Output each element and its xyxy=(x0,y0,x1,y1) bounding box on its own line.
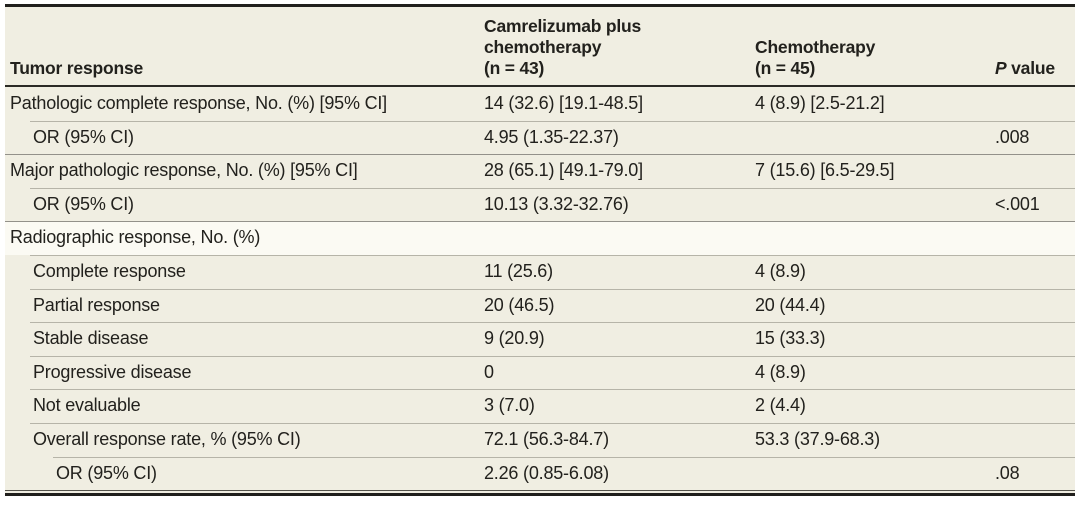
cell-chemotherapy-group: 2 (4.4) xyxy=(755,395,806,416)
cell-camrelizumab-group: 0 xyxy=(484,361,494,382)
cell-camrelizumab-group: 11 (25.6) xyxy=(484,260,553,281)
cell-camrelizumab-group: 2.26 (0.85-6.08) xyxy=(484,462,609,483)
table-row: Stable disease 9 (20.9) 15 (33.3) xyxy=(5,322,1075,356)
cell-p-value xyxy=(990,221,1075,255)
cell-camrelizumab-group xyxy=(479,221,750,255)
cell-chemotherapy-group: 7 (15.6) [6.5-29.5] xyxy=(755,160,895,181)
row-separator xyxy=(53,456,1075,458)
table-bottom-thin-rule xyxy=(5,490,1075,492)
header-label: Tumor response xyxy=(10,58,144,78)
cell-chemotherapy-group: 4 (8.9) xyxy=(755,260,806,281)
table-bottom-rule-gap xyxy=(5,491,1075,494)
cell-camrelizumab-group: 14 (32.6) [19.1-48.5] xyxy=(484,93,643,113)
cell-chemotherapy-group: 4 (8.9) [2.5-21.2] xyxy=(755,93,885,113)
table-row: Not evaluable 3 (7.0) 2 (4.4) xyxy=(5,389,1075,423)
cell-camrelizumab-group: 3 (7.0) xyxy=(484,395,535,416)
table-row: OR (95% CI) 10.13 (3.32-32.76) <.001 xyxy=(5,187,1075,222)
cell-camrelizumab-group: 72.1 (56.3-84.7) xyxy=(484,428,609,449)
cell-chemotherapy-group: 15 (33.3) xyxy=(755,328,826,349)
row-label: Not evaluable xyxy=(33,395,141,416)
row-label: Partial response xyxy=(33,294,160,315)
header-n-count: (n = 45) xyxy=(755,58,816,78)
cell-chemotherapy-group xyxy=(750,457,990,491)
row-label: Progressive disease xyxy=(33,361,192,382)
row-label: Major pathologic response, No. (%) [95% … xyxy=(10,160,358,181)
table-header-rule xyxy=(5,85,1075,87)
table-row: Overall response rate, % (95% CI) 72.1 (5… xyxy=(5,422,1075,457)
cell-camrelizumab-group: 20 (46.5) xyxy=(484,294,555,315)
column-header-camrelizumab-plus-chemotherapy: Camrelizumab plus chemotherapy (n = 43) xyxy=(479,16,750,79)
column-header-tumor-response: Tumor response xyxy=(5,58,479,79)
cell-chemotherapy-group: 4 (8.9) xyxy=(755,361,806,382)
cell-p-value xyxy=(990,87,1075,121)
column-header-chemotherapy: Chemotherapy (n = 45) xyxy=(750,37,990,79)
column-header-p-value: P value xyxy=(990,58,1075,79)
table-row: OR (95% CI) 4.95 (1.35-22.37) .008 xyxy=(5,120,1075,155)
table-row: Pathologic complete response, No. (%) [9… xyxy=(5,87,1075,121)
row-separator xyxy=(30,120,1075,122)
cell-chemotherapy-group xyxy=(750,221,990,255)
row-separator xyxy=(30,187,1075,189)
cell-p-value xyxy=(990,154,1075,188)
table-top-rule xyxy=(5,4,1075,7)
cell-p-value xyxy=(990,289,1075,323)
table-body: Pathologic complete response, No. (%) [9… xyxy=(5,87,1075,491)
row-separator xyxy=(30,322,1075,324)
cell-camrelizumab-group: 10.13 (3.32-32.76) xyxy=(484,193,629,214)
cell-p-value xyxy=(990,322,1075,356)
table-row: Progressive disease 0 4 (8.9) xyxy=(5,355,1075,390)
row-label: Complete response xyxy=(33,260,186,281)
row-label: OR (95% CI) xyxy=(33,126,134,147)
table-bottom-thick-rule xyxy=(5,493,1075,497)
cell-chemotherapy-group xyxy=(750,188,990,222)
row-separator xyxy=(5,154,1075,156)
row-separator xyxy=(30,355,1075,357)
table-row: Partial response 20 (46.5) 20 (44.4) xyxy=(5,288,1075,323)
row-label: Pathologic complete response, No. (%) [9… xyxy=(10,93,387,113)
header-label: Chemotherapy xyxy=(755,37,876,57)
table-row: OR (95% CI) 2.26 (0.85-6.08) .08 xyxy=(5,456,1075,491)
p-italic: P xyxy=(995,58,1007,78)
table-header-row: Tumor response Camrelizumab plus chemoth… xyxy=(5,7,1075,85)
cell-chemotherapy-group: 53.3 (37.9-68.3) xyxy=(755,428,880,449)
cell-p-value xyxy=(990,255,1075,289)
row-label: OR (95% CI) xyxy=(33,193,134,214)
row-separator xyxy=(30,389,1075,391)
cell-camrelizumab-group: 4.95 (1.35-22.37) xyxy=(484,126,619,147)
cell-chemotherapy-group xyxy=(750,121,990,155)
cell-p-value: <.001 xyxy=(995,193,1040,214)
row-label: Overall response rate, % (95% CI) xyxy=(33,428,301,449)
cell-p-value xyxy=(990,423,1075,457)
tumor-response-table: Tumor response Camrelizumab plus chemoth… xyxy=(5,4,1075,497)
row-label: OR (95% CI) xyxy=(56,462,157,483)
cell-p-value xyxy=(990,389,1075,423)
table-row: Complete response 11 (25.6) 4 (8.9) xyxy=(5,254,1075,289)
cell-p-value xyxy=(990,356,1075,390)
row-separator xyxy=(30,254,1075,256)
cell-camrelizumab-group: 28 (65.1) [49.1-79.0] xyxy=(484,160,643,181)
row-separator xyxy=(30,422,1075,424)
header-label: value xyxy=(1006,58,1055,78)
table-row: Radiographic response, No. (%) xyxy=(5,221,1075,255)
row-separator xyxy=(5,221,1075,223)
cell-p-value: .08 xyxy=(995,462,1020,483)
cell-chemotherapy-group: 20 (44.4) xyxy=(755,294,826,315)
table-row: Major pathologic response, No. (%) [95% … xyxy=(5,154,1075,188)
header-n-count: (n = 43) xyxy=(484,58,545,78)
header-label: Camrelizumab plus chemotherapy xyxy=(484,16,642,57)
row-label: Stable disease xyxy=(33,328,149,349)
row-label: Radiographic response, No. (%) xyxy=(10,227,261,248)
row-separator xyxy=(30,288,1075,290)
cell-p-value: .008 xyxy=(995,126,1030,147)
cell-camrelizumab-group: 9 (20.9) xyxy=(484,328,545,349)
